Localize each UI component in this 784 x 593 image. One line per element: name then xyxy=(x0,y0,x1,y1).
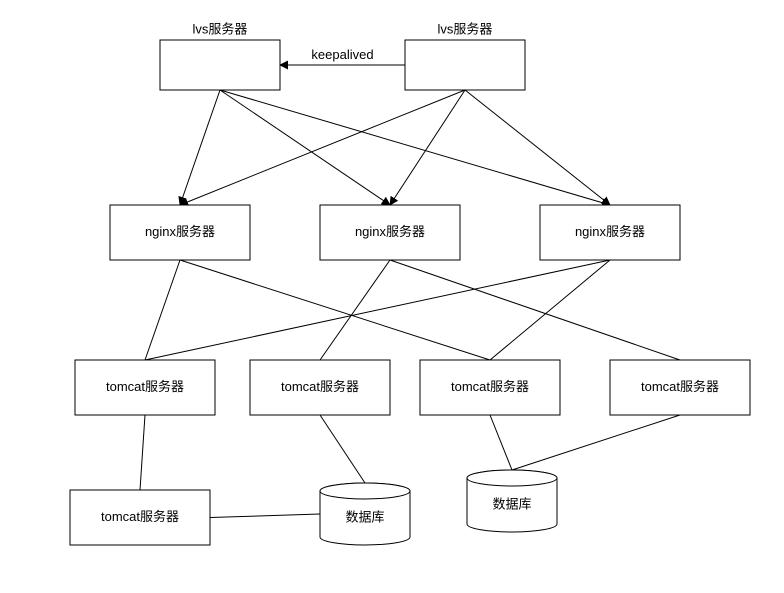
node-db2: 数据库 xyxy=(467,470,557,532)
edge-nginx3-tomcat1 xyxy=(145,260,610,360)
node-label-db2: 数据库 xyxy=(492,496,531,511)
edge-lvs1-nginx2 xyxy=(220,90,390,205)
node-tomcat1: tomcat服务器 xyxy=(75,360,215,415)
node-label-tomcat4: tomcat服务器 xyxy=(641,379,719,394)
edge-nginx2-tomcat4 xyxy=(390,260,680,360)
node-label-tomcat2: tomcat服务器 xyxy=(281,379,359,394)
edge-tomcat5-db1 xyxy=(210,514,320,518)
edge-nginx1-tomcat3 xyxy=(180,260,490,360)
node-label-lvs1: lvs服务器 xyxy=(193,21,248,36)
edge-lvs2-nginx3 xyxy=(465,90,610,205)
node-label-nginx2: nginx服务器 xyxy=(355,224,425,239)
edge-tomcat2-db1 xyxy=(320,415,365,483)
edge-lvs2-nginx2 xyxy=(390,90,465,205)
node-label-nginx3: nginx服务器 xyxy=(575,224,645,239)
node-label-tomcat5: tomcat服务器 xyxy=(101,509,179,524)
node-label-lvs2: lvs服务器 xyxy=(438,21,493,36)
node-nginx3: nginx服务器 xyxy=(540,205,680,260)
edge-tomcat4-db2 xyxy=(512,415,680,470)
edge-lvs2-nginx1 xyxy=(180,90,465,205)
edge-lvs1-nginx3 xyxy=(220,90,610,205)
edge-tomcat3-db2 xyxy=(490,415,512,470)
edge-lvs1-nginx1 xyxy=(180,90,220,205)
node-tomcat2: tomcat服务器 xyxy=(250,360,390,415)
edge-nginx3-tomcat3 xyxy=(490,260,610,360)
node-db1: 数据库 xyxy=(320,483,410,545)
edge-tomcat1-tomcat5 xyxy=(140,415,145,490)
node-lvs1: lvs服务器 xyxy=(160,21,280,90)
edge-nginx1-tomcat1 xyxy=(145,260,180,360)
node-label-db1: 数据库 xyxy=(345,509,384,524)
node-nginx2: nginx服务器 xyxy=(320,205,460,260)
node-tomcat5: tomcat服务器 xyxy=(70,490,210,545)
node-label-nginx1: nginx服务器 xyxy=(145,224,215,239)
node-tomcat4: tomcat服务器 xyxy=(610,360,750,415)
node-tomcat3: tomcat服务器 xyxy=(420,360,560,415)
edge-label-lvs2-lvs1: keepalived xyxy=(311,47,373,62)
node-nginx1: nginx服务器 xyxy=(110,205,250,260)
node-label-tomcat3: tomcat服务器 xyxy=(451,379,529,394)
node-lvs2: lvs服务器 xyxy=(405,21,525,90)
architecture-diagram: keepalived lvs服务器 lvs服务器 nginx服务器 nginx服务器 ng… xyxy=(0,0,784,593)
node-label-tomcat1: tomcat服务器 xyxy=(106,379,184,394)
